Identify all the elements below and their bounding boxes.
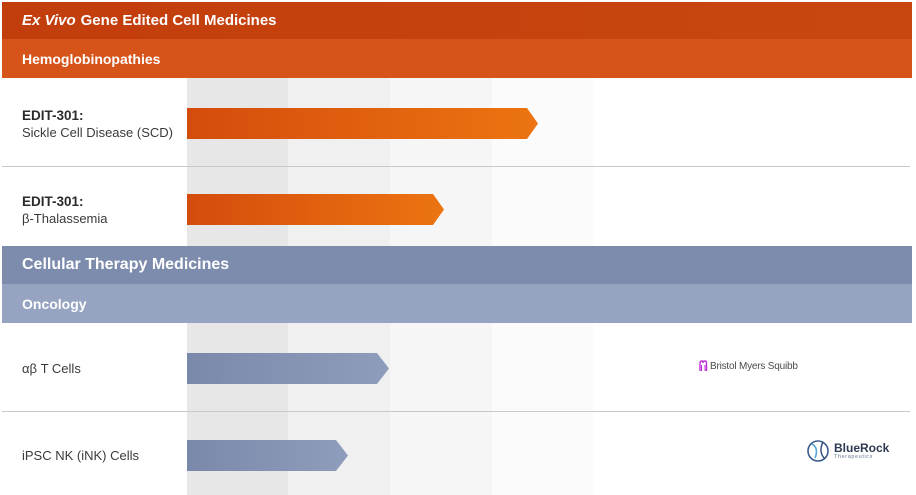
stage-column-3 [390,323,492,495]
stage-column-4 [492,323,593,495]
bar-shape [187,440,348,471]
program-indication: iPSC NK (iNK) Cells [22,448,140,463]
section-title: Cellular Therapy Medicines [22,256,230,273]
program-label: EDIT-301: β-Thalassemia [22,193,108,227]
bluerock-sub: Therapeutics [834,454,873,460]
bluerock-name: BlueRock [834,441,890,455]
bms-mark-icon [699,360,708,371]
bluerock-logo: BlueRock Therapeutics [806,436,889,466]
program-indication: β-Thalassemia [22,211,108,226]
section-title-italic: Ex Vivo [22,12,76,29]
row-divider [2,411,910,412]
bms-logo: Bristol Myers Squibb [698,360,798,372]
program-indication: Sickle Cell Disease (SCD) [22,125,173,140]
bms-name: Bristol Myers Squibb [710,360,798,372]
stage-column-4 [492,78,593,246]
bluerock-mark-icon [807,440,829,462]
program-label: iPSC NK (iNK) Cells [22,447,139,464]
bar-shape [187,353,389,384]
program-label: αβ T Cells [22,360,81,377]
section-header-cellular: Cellular Therapy Medicines [2,246,912,284]
program-name: EDIT-301: [22,194,84,209]
bar-shape [187,108,538,139]
program-name: EDIT-301: [22,108,84,123]
section-title: Gene Edited Cell Medicines [80,12,277,29]
bar-shape [187,194,444,225]
progress-bar-edit301-thal [187,194,444,225]
progress-bar-ipsc-nk [187,440,348,471]
subcategory-label: Oncology [22,295,87,312]
section-header-gene-edited: Ex Vivo Gene Edited Cell Medicines [2,2,912,39]
subcategory-hemoglobinopathies: Hemoglobinopathies [2,39,912,78]
subcategory-oncology: Oncology [2,284,912,323]
program-label: EDIT-301: Sickle Cell Disease (SCD) [22,107,173,141]
program-indication: αβ T Cells [22,361,81,376]
progress-bar-edit301-scd [187,108,538,139]
subcategory-label: Hemoglobinopathies [22,50,161,67]
row-divider [2,166,910,167]
progress-bar-ab-t-cells [187,353,389,384]
